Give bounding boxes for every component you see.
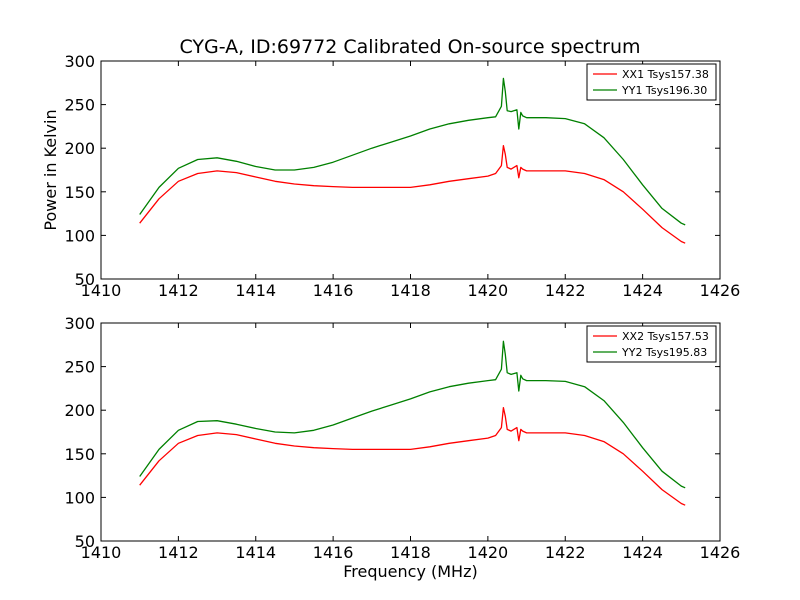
legend-entry-label: YY1 Tsys196.30 bbox=[621, 84, 707, 97]
series-line-yy2 bbox=[139, 340, 686, 489]
x-tick-label: 1420 bbox=[468, 281, 509, 300]
x-tick-label: 1412 bbox=[158, 281, 199, 300]
x-tick-label: 1414 bbox=[235, 543, 276, 562]
y-tick-label: 50 bbox=[75, 270, 95, 289]
y-tick-label: 150 bbox=[64, 183, 95, 202]
x-tick-label: 1424 bbox=[622, 281, 663, 300]
y-tick-label: 200 bbox=[64, 401, 95, 420]
x-tick-label: 1410 bbox=[81, 543, 122, 562]
x-tick-label: 1418 bbox=[390, 543, 431, 562]
y-tick-label: 250 bbox=[64, 358, 95, 377]
legend: XX2 Tsys157.53 YY2 Tsys195.83 bbox=[586, 325, 717, 363]
legend-box bbox=[586, 325, 717, 363]
y-tick-label: 200 bbox=[64, 139, 95, 158]
x-tick-label: 1414 bbox=[235, 281, 276, 300]
y-tick-label: 150 bbox=[64, 445, 95, 464]
legend-box bbox=[586, 63, 717, 101]
series-line-xx1 bbox=[139, 144, 686, 244]
x-tick-label: 1426 bbox=[700, 281, 741, 300]
chart-panel-1: 1410 1412 1414 1416 1418 1420 1422 1424 1426 50 10… bbox=[41, 52, 740, 300]
y-tick-label: 250 bbox=[64, 96, 95, 115]
x-axis-label: Frequency (MHz) bbox=[343, 562, 477, 581]
x-tick-label: 1424 bbox=[622, 543, 663, 562]
x-tick-label: 1418 bbox=[390, 281, 431, 300]
legend-entry-label: XX2 Tsys157.53 bbox=[622, 330, 709, 343]
x-tick-label: 1416 bbox=[313, 543, 354, 562]
figure-title: CYG-A, ID:69772 Calibrated On-source spe… bbox=[179, 36, 640, 58]
x-tick-label: 1420 bbox=[468, 543, 509, 562]
series-line-yy1 bbox=[139, 77, 686, 226]
x-tick-label: 1422 bbox=[545, 543, 586, 562]
x-tick-label: 1410 bbox=[81, 281, 122, 300]
legend: XX1 Tsys157.38 YY1 Tsys196.30 bbox=[586, 63, 717, 101]
y-tick-label: 100 bbox=[64, 226, 95, 245]
x-tick-label: 1426 bbox=[700, 543, 741, 562]
y-tick-label: 300 bbox=[64, 314, 95, 333]
y-axis-label: Power in Kelvin bbox=[41, 109, 60, 230]
legend-entry-label: YY2 Tsys195.83 bbox=[621, 346, 707, 359]
y-tick-label: 300 bbox=[64, 52, 95, 71]
x-tick-label: 1412 bbox=[158, 543, 199, 562]
y-tick-label: 100 bbox=[64, 488, 95, 507]
x-tick-label: 1416 bbox=[313, 281, 354, 300]
legend-entry-label: XX1 Tsys157.38 bbox=[622, 68, 709, 81]
x-tick-label: 1422 bbox=[545, 281, 586, 300]
chart-panel-2: 1410 1412 1414 1416 1418 1420 1422 1424 1426 50 10… bbox=[64, 314, 740, 581]
y-tick-label: 50 bbox=[75, 532, 95, 551]
series-line-xx2 bbox=[139, 406, 686, 506]
